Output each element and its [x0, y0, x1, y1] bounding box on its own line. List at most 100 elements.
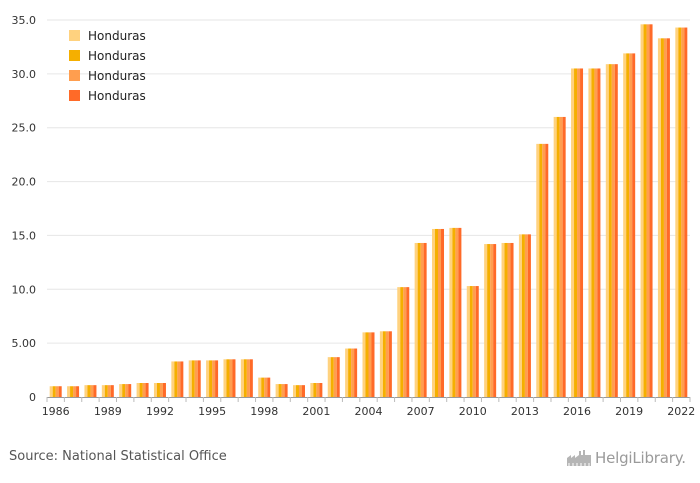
x-tick-label: 2019	[615, 405, 643, 418]
bar-2000-series-1	[292, 385, 296, 397]
bar-1986-series-2	[52, 386, 56, 397]
bar-1992-series-1	[153, 383, 157, 397]
bar-2016-series-2	[574, 68, 578, 397]
bar-1995-series-4	[215, 360, 219, 397]
bar-1992-series-4	[162, 383, 166, 397]
bar-1989-series-3	[107, 385, 111, 397]
bar-2015-series-3	[559, 116, 563, 397]
legend-label-1: Honduras	[88, 29, 146, 43]
x-tick-label: 2016	[563, 405, 591, 418]
bar-1996-series-1	[223, 359, 227, 397]
bar-2008-series-3	[438, 228, 442, 397]
bar-1994-series-2	[191, 360, 195, 397]
bar-2021-series-4	[666, 38, 670, 398]
bar-2022-series-3	[681, 27, 685, 397]
bar-2018-series-2	[608, 64, 612, 397]
bar-2022-series-2	[678, 27, 682, 397]
bar-1987-series-3	[73, 386, 77, 397]
bar-2020-series-1	[640, 24, 644, 398]
bar-1992-series-2	[156, 383, 160, 397]
helgi-library-logo[interactable]: HelgiLibrary.	[566, 449, 686, 467]
bar-1988-series-3	[90, 385, 94, 397]
bar-2013-series-1	[518, 234, 522, 397]
bar-1997-series-2	[243, 359, 247, 397]
bar-1996-series-3	[229, 359, 233, 397]
bar-2006-series-2	[400, 287, 404, 397]
bar-2009-series-3	[455, 227, 459, 397]
x-tick-label: 2010	[459, 405, 487, 418]
bar-2010-series-4	[475, 286, 479, 397]
bar-1987-series-2	[70, 386, 74, 397]
x-tick-label: 2022	[667, 405, 695, 418]
bar-1993-series-2	[174, 361, 178, 397]
y-tick-label: 10.0	[12, 283, 37, 296]
bar-2010-series-1	[466, 286, 470, 397]
bar-2006-series-4	[406, 287, 410, 397]
bar-2019-series-1	[623, 53, 627, 397]
bar-1991-series-1	[136, 383, 140, 397]
bar-2021-series-3	[663, 38, 667, 398]
bar-2018-series-1	[605, 64, 609, 397]
bar-2020-series-3	[646, 24, 650, 398]
bar-2017-series-1	[588, 68, 592, 397]
bar-1986-series-4	[58, 386, 62, 397]
bar-1988-series-4	[93, 385, 97, 397]
legend: Honduras Honduras Honduras Honduras	[69, 29, 146, 103]
bar-2021-series-2	[660, 38, 664, 398]
bar-2003-series-2	[348, 348, 352, 397]
bar-2001-series-3	[316, 383, 320, 397]
bar-1991-series-2	[139, 383, 143, 397]
bar-2013-series-4	[527, 234, 531, 397]
bar-1998-series-2	[261, 377, 265, 397]
y-tick-label: 20.0	[12, 176, 37, 189]
bar-2002-series-4	[336, 357, 340, 397]
bar-1987-series-4	[76, 386, 80, 397]
bar-2014-series-3	[542, 143, 546, 397]
bar-1992-series-3	[159, 383, 163, 397]
bar-2022-series-4	[684, 27, 688, 397]
bar-2011-series-2	[487, 244, 491, 397]
bar-2018-series-3	[611, 64, 615, 397]
bar-1999-series-4	[284, 384, 288, 397]
bar-2009-series-4	[458, 227, 462, 397]
bar-2001-series-1	[310, 383, 314, 397]
bar-1995-series-3	[212, 360, 216, 397]
x-axis: 1986 1989 1992 1995 1998 2001 2004 2007 2010 2013…	[42, 397, 695, 418]
grid-lines	[47, 19, 690, 344]
bar-1998-series-1	[258, 377, 262, 397]
bar-2021-series-1	[657, 38, 661, 398]
bar-1998-series-4	[267, 377, 271, 397]
bar-1988-series-2	[87, 385, 91, 397]
bar-2009-series-1	[449, 227, 453, 397]
x-tick-label: 1989	[94, 405, 122, 418]
bar-2002-series-1	[327, 357, 331, 397]
bar-2015-series-1	[553, 116, 557, 397]
bar-2003-series-4	[354, 348, 358, 397]
y-tick-label: 15.0	[12, 229, 37, 242]
logo-text: HelgiLibrary.	[595, 449, 686, 467]
bar-1989-series-2	[104, 385, 108, 397]
bar-2005-series-3	[385, 331, 389, 397]
bar-2022-series-1	[675, 27, 679, 397]
bar-1996-series-2	[226, 359, 230, 397]
bar-2017-series-4	[597, 68, 601, 397]
bar-2014-series-1	[536, 143, 540, 397]
bar-2004-series-4	[371, 332, 375, 397]
bar-2008-series-4	[441, 228, 445, 397]
bar-2015-series-4	[562, 116, 566, 397]
bar-1991-series-3	[142, 383, 146, 397]
bar-2013-series-2	[521, 234, 525, 397]
bar-1990-series-3	[125, 384, 129, 397]
bar-2011-series-3	[490, 244, 494, 397]
bar-2005-series-2	[382, 331, 386, 397]
bar-2002-series-2	[330, 357, 334, 397]
bar-1999-series-3	[281, 384, 285, 397]
bar-2016-series-3	[577, 68, 581, 397]
legend-label-3: Honduras	[88, 69, 146, 83]
bar-1997-series-3	[246, 359, 250, 397]
bar-2009-series-2	[452, 227, 456, 397]
x-tick-label: 2007	[407, 405, 435, 418]
bar-2007-series-3	[420, 242, 424, 397]
bar-2012-series-1	[501, 242, 505, 397]
